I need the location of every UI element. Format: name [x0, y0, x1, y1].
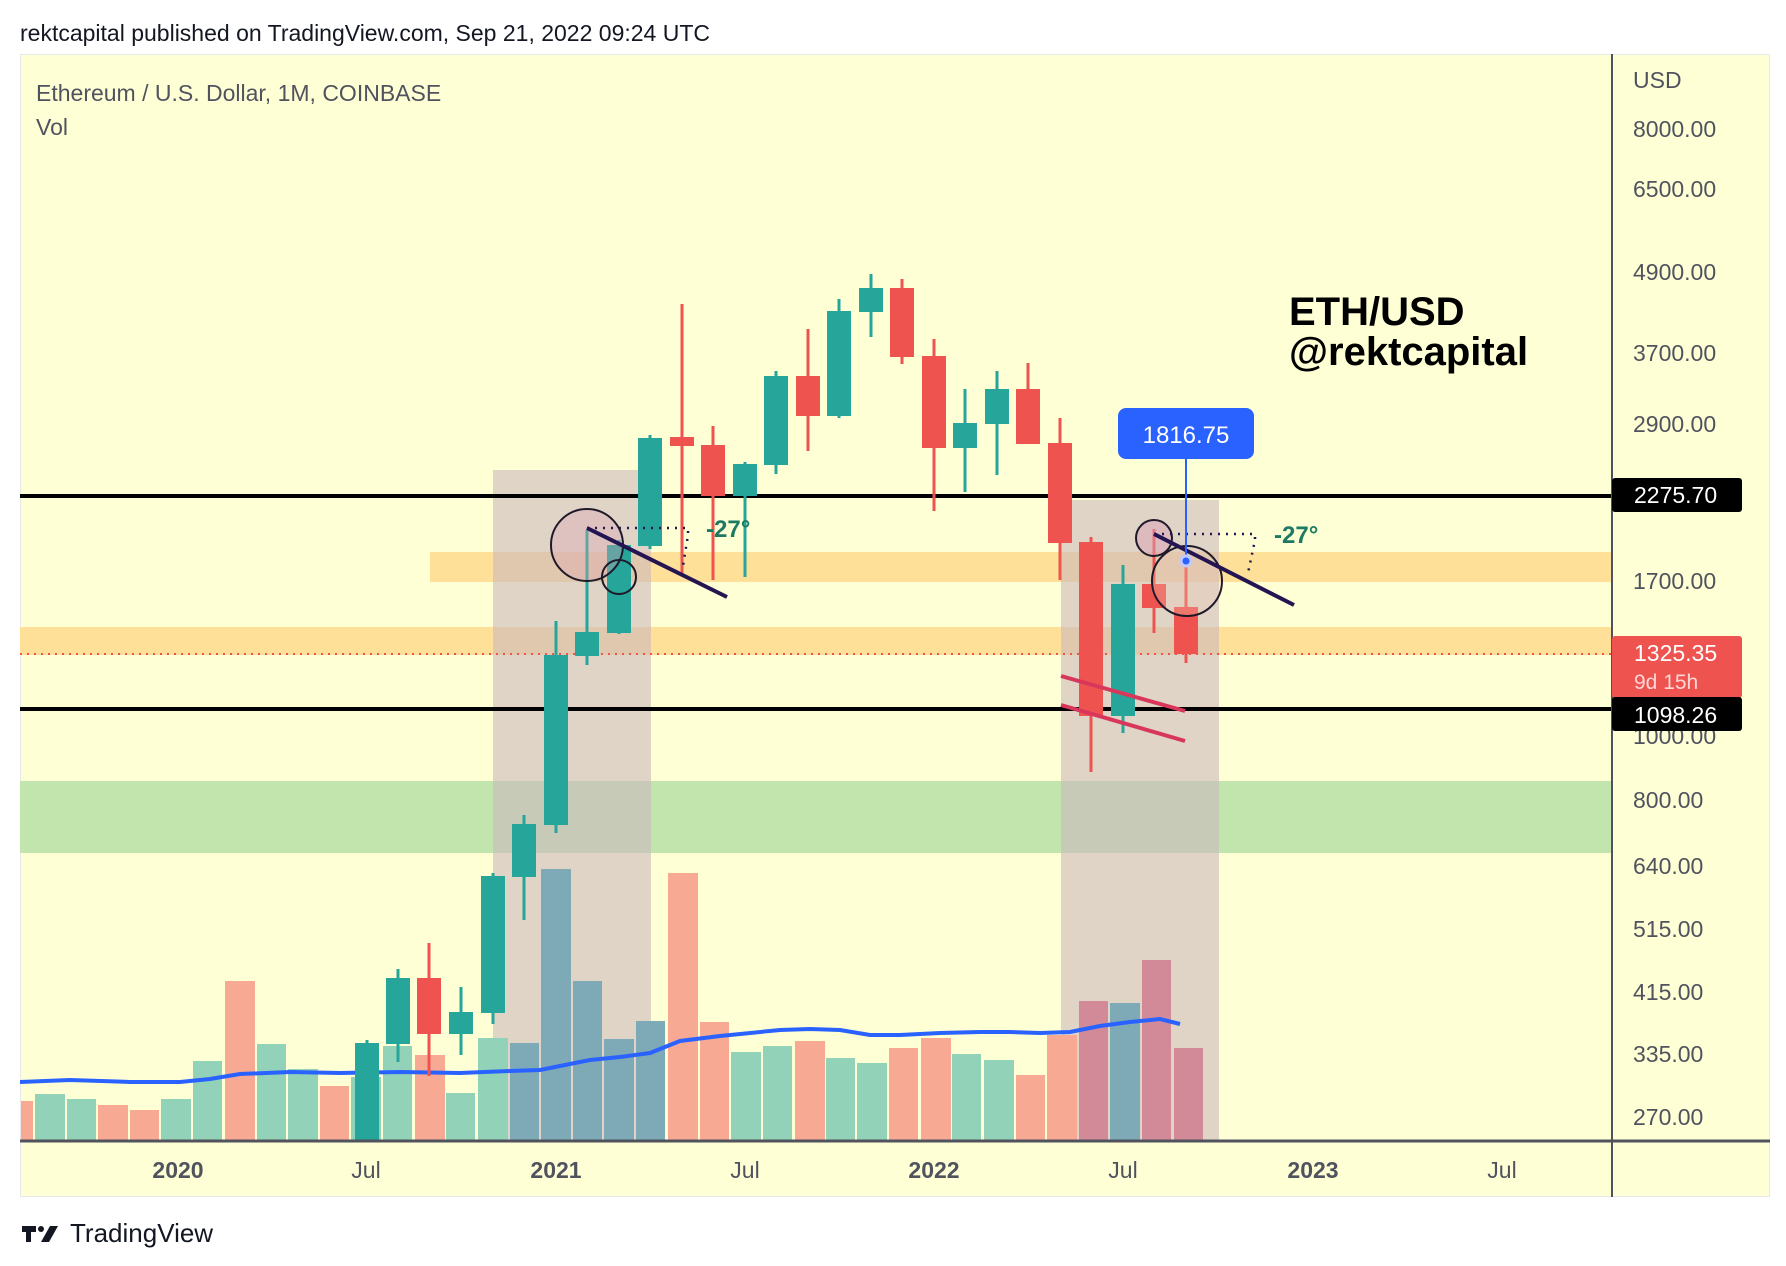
time-tick: 2020	[152, 1157, 203, 1183]
highlight-circle-left-small	[601, 559, 637, 595]
price-axis[interactable]: USD 8000.00 6500.00 4900.00 3700.00 2900…	[1633, 67, 1716, 1130]
countdown-text: 9d 15h	[1634, 671, 1698, 694]
angle-arc-left	[587, 526, 690, 567]
highlight-circle-right	[1135, 519, 1173, 557]
price-tick: 270.00	[1633, 1104, 1703, 1130]
price-tick: 8000.00	[1633, 116, 1716, 142]
price-axis-currency: USD	[1633, 67, 1682, 93]
chart-panel[interactable]	[20, 54, 1770, 1197]
support-zone	[20, 781, 1612, 853]
angle-label-left: -27°	[706, 516, 750, 543]
time-tick: Jul	[1487, 1157, 1516, 1183]
trendline-right[interactable]	[1153, 532, 1295, 607]
level-badge-low[interactable]	[1612, 697, 1742, 731]
time-tick: Jul	[1108, 1157, 1137, 1183]
time-axis[interactable]: 2020 Jul 2021 Jul 2022 Jul 2023 Jul	[152, 1157, 1516, 1183]
time-tick: Jul	[730, 1157, 759, 1183]
price-tick: 415.00	[1633, 979, 1703, 1005]
level-badge-high[interactable]	[1612, 478, 1742, 512]
current-price-text: 1325.35	[1634, 640, 1717, 666]
price-tick: 800.00	[1633, 787, 1703, 813]
highlight-circle-left	[550, 508, 624, 582]
tradingview-brand: TradingView	[70, 1218, 214, 1248]
price-tick: 335.00	[1633, 1041, 1703, 1067]
resistance-zone-lower	[20, 627, 1612, 655]
time-tick: 2021	[530, 1157, 581, 1183]
time-tick: 2023	[1287, 1157, 1338, 1183]
time-tick: 2022	[908, 1157, 959, 1183]
channel-line-lower	[1060, 703, 1186, 743]
tradingview-logo-icon	[22, 1225, 58, 1242]
volume-indicator-label[interactable]: Vol	[36, 114, 68, 140]
price-tick: 640.00	[1633, 853, 1703, 879]
chart-legend: Ethereum / U.S. Dollar, 1M, COINBASE Vol	[36, 76, 441, 144]
tradingview-logo[interactable]: TradingView	[22, 1218, 213, 1249]
price-tick: 6500.00	[1633, 176, 1716, 202]
price-tick: 515.00	[1633, 916, 1703, 942]
price-tick: 2900.00	[1633, 411, 1716, 437]
price-tick: 4900.00	[1633, 259, 1716, 285]
symbol-title[interactable]: Ethereum / U.S. Dollar, 1M, COINBASE	[36, 80, 442, 106]
current-price-badge[interactable]	[1612, 636, 1742, 698]
angle-label-right: -27°	[1274, 522, 1318, 549]
angle-arc-right	[1154, 532, 1257, 574]
time-tick: Jul	[351, 1157, 380, 1183]
level-badge-low-text: 1098.26	[1634, 702, 1717, 728]
callout-price: 1816.75	[1143, 422, 1230, 449]
watermark-pair: ETH/USD	[1289, 290, 1465, 334]
callout-box[interactable]	[1118, 408, 1254, 459]
price-tick: 1700.00	[1633, 568, 1716, 594]
volume-ma-line	[19, 1016, 1181, 1084]
published-byline: rektcapital published on TradingView.com…	[20, 20, 710, 46]
price-tick: 3700.00	[1633, 340, 1716, 366]
callout-anchor[interactable]	[1179, 554, 1193, 568]
trendline-left[interactable]	[586, 526, 728, 599]
channel-line-upper	[1060, 674, 1186, 713]
watermark-author: @rektcapital	[1289, 330, 1528, 374]
candles	[355, 274, 1198, 1140]
level-badge-high-text: 2275.70	[1634, 482, 1717, 508]
